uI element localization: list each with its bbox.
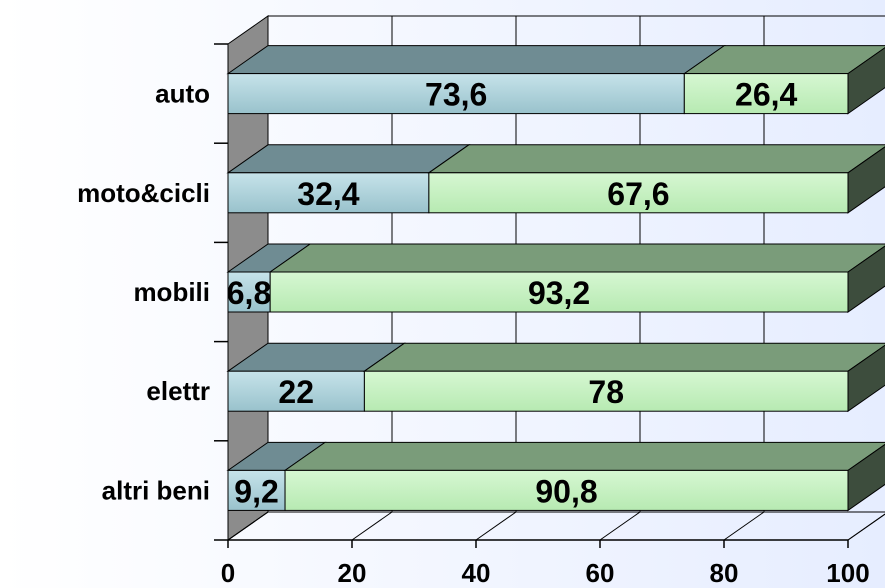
bar-side-face [847,245,885,313]
data-label: 73,6 [425,77,487,113]
category-label: altri beni [102,475,210,505]
category-label: auto [155,79,210,109]
data-label: 22 [278,374,314,410]
bar-front-face [227,73,685,115]
bar-front-face [227,370,365,412]
bar-front-face [269,271,849,313]
bar-segment [226,243,312,313]
gridline-floor [227,511,269,541]
category-label: moto&cicli [77,178,210,208]
x-tick-label: 100 [826,558,869,588]
data-label: 9,2 [234,473,278,509]
x-tick-label: 80 [710,558,739,588]
bar-front-face [683,73,849,115]
bar-front-face [363,370,849,412]
gridline-floor [599,511,641,541]
bar-front-face [227,271,271,313]
bar-segment [226,441,327,511]
gridline-floor [847,513,885,541]
bar-top-face [268,243,885,273]
x-tick-label: 0 [221,558,235,588]
data-label: 78 [588,374,624,410]
bar-segment [283,441,885,512]
gridline-floor [351,511,393,541]
data-label: 67,6 [607,176,669,212]
bar-top-face [226,144,471,174]
gridline-floor [475,511,517,541]
gridline-floor [723,511,765,541]
bar-side-face [847,344,885,413]
data-label: 90,8 [535,473,597,509]
bar-segment [226,45,726,115]
data-label: 6,8 [227,275,271,311]
data-label: 32,4 [297,176,359,212]
bar-segment [427,144,885,214]
data-label: 26,4 [735,77,797,113]
bar-side-face [847,146,885,214]
bar-top-face [226,45,726,75]
bar-front-face [227,469,286,511]
x-tick-label: 40 [462,558,491,588]
bar-top-face [283,441,885,471]
bar-front-face [284,469,849,511]
bar-side-face [847,47,885,115]
bar-top-face [362,342,885,372]
category-label: mobili [133,277,210,307]
x-tick-label: 20 [338,558,367,588]
bar-side-face [847,443,885,512]
data-label: 93,2 [528,275,590,311]
bar-segment [362,342,885,413]
bar-segment [682,45,885,115]
bar-front-face [428,172,849,214]
category-label: elettr [146,376,210,406]
x-tick-label: 60 [586,558,615,588]
bar-top-face [427,144,885,174]
bar-segment [226,342,406,412]
plot-floor [226,511,885,541]
bar-segment [268,243,885,313]
